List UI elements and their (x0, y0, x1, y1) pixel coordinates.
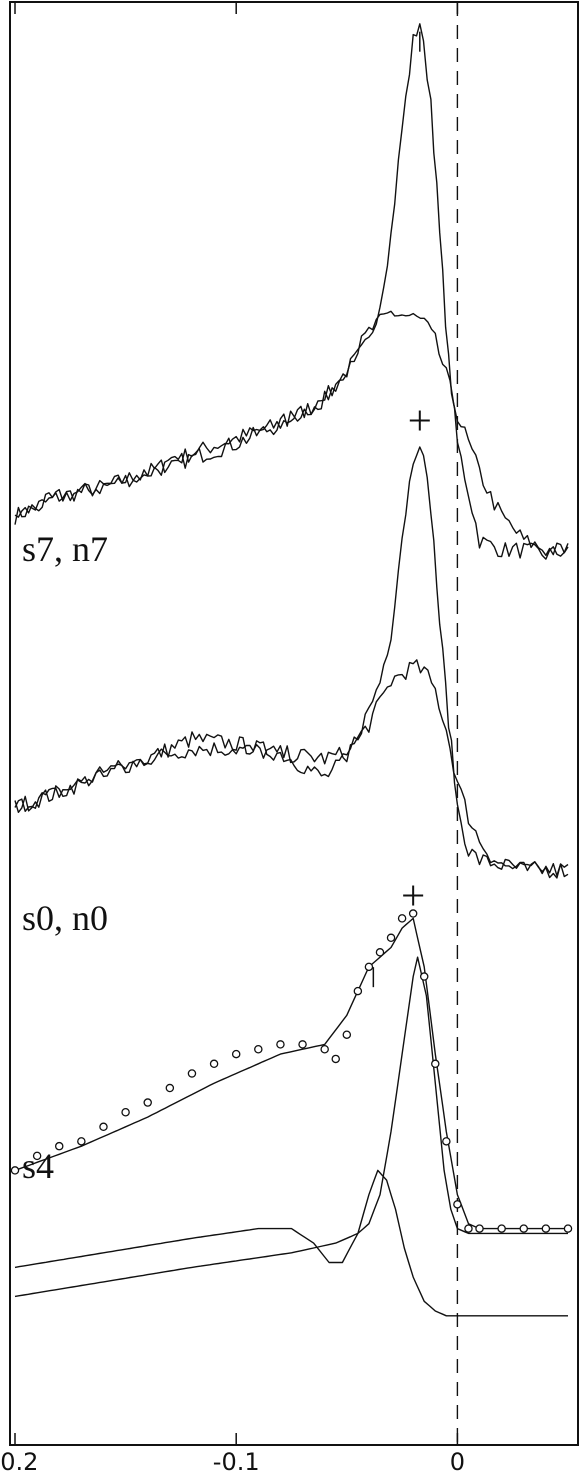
data-point (421, 973, 428, 980)
data-point (122, 1109, 129, 1116)
x-tick-label: 0 (450, 1448, 465, 1473)
data-point (376, 949, 383, 956)
data-point (277, 1041, 284, 1048)
data-point (188, 1070, 195, 1077)
data-point (365, 963, 372, 970)
stack-label: s4 (22, 1146, 54, 1186)
data-point (465, 1225, 472, 1232)
data-point (498, 1225, 505, 1232)
x-tick-label: -0.1 (213, 1448, 260, 1473)
data-point (78, 1138, 85, 1145)
data-point (387, 934, 394, 941)
data-point (100, 1123, 107, 1130)
data-point (520, 1225, 527, 1232)
data-point (255, 1046, 262, 1053)
data-point (233, 1050, 240, 1057)
data-point (343, 1031, 350, 1038)
data-point (166, 1084, 173, 1091)
data-point (299, 1041, 306, 1048)
data-point (476, 1225, 483, 1232)
data-point (354, 987, 361, 994)
data-point (321, 1046, 328, 1053)
data-point (454, 1201, 461, 1208)
stack-label: s0, n0 (22, 898, 108, 938)
data-point (432, 1060, 439, 1067)
data-point (210, 1060, 217, 1067)
x-tick-label: -0.2 (0, 1448, 38, 1473)
data-point (399, 915, 406, 922)
data-point (144, 1099, 151, 1106)
data-point (410, 910, 417, 917)
data-point (332, 1055, 339, 1062)
data-point (56, 1143, 63, 1150)
data-point (11, 1167, 18, 1174)
data-point (542, 1225, 549, 1232)
data-point (443, 1138, 450, 1145)
data-point (564, 1225, 571, 1232)
stack-label: s7, n7 (22, 529, 108, 569)
